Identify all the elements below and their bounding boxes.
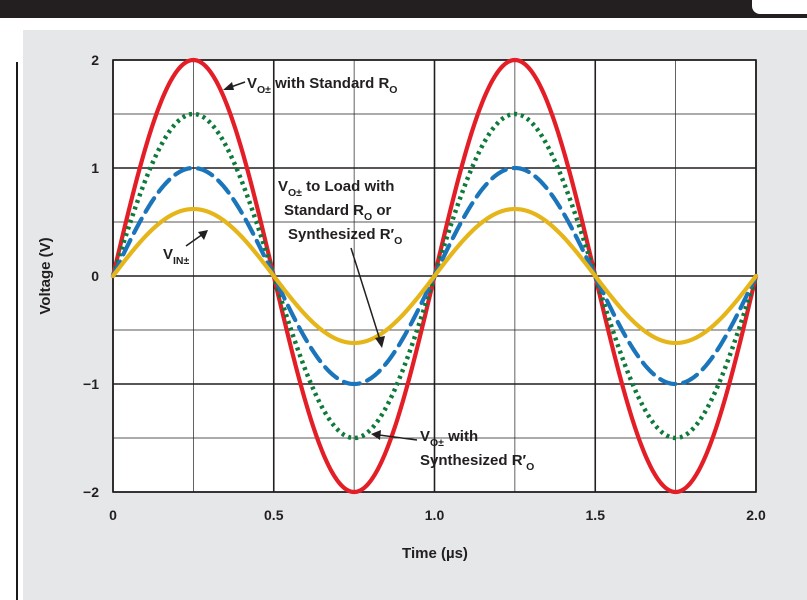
annotation-vo-load-3: Synthesized R′O — [288, 226, 402, 247]
y-tick-label: 0 — [91, 268, 99, 284]
series-line-3 — [110, 206, 759, 346]
top-banner-tab — [752, 0, 807, 14]
ann-vo-standard-main: V — [247, 75, 257, 92]
voltage-time-chart: 0 0.5 1.0 1.5 2.0 2 1 0 −1 −2 Time (µs) Voltage … — [37, 52, 766, 562]
arrow-vin — [185, 233, 204, 247]
arrow-vo-load — [350, 247, 381, 341]
x-tick-labels: 0 0.5 1.0 1.5 2.0 — [109, 507, 766, 523]
ann-vo-synth-2-rest: Synthesized R′ — [420, 452, 527, 469]
y-tick-label: 2 — [91, 52, 99, 68]
ann-vo-load-3-sub: O — [394, 235, 402, 247]
annotation-vo-synth-1: VO± with — [420, 428, 478, 449]
x-tick-label: 1.5 — [586, 507, 606, 523]
arrowhead-vo-load — [375, 336, 385, 348]
arrowhead-vo-synth — [371, 430, 381, 440]
ann-vo-load-1-rest: to Load with — [302, 178, 394, 195]
ann-vo-load-2-rest2: or — [372, 202, 391, 219]
y-tick-label: −2 — [83, 484, 99, 500]
ann-vo-load-3-rest: Synthesized R′ — [288, 226, 395, 243]
arrow-vo-synth — [378, 434, 418, 441]
arrowhead-vin — [198, 230, 208, 240]
ann-vo-load-2-rest: Standard R — [284, 202, 364, 219]
ann-vo-load-1-sub: O± — [288, 187, 302, 199]
ann-vin-sub: IN± — [173, 255, 190, 267]
annotation-vo-synth-2: Synthesized R′O — [420, 452, 534, 473]
ann-vo-standard-sub2: O — [389, 84, 397, 96]
series-line-1 — [110, 111, 759, 441]
annotations: VO± with Standard RO VO± to Load with St… — [163, 75, 534, 473]
ann-vo-synth-2-sub: O — [526, 461, 534, 473]
ann-vo-synth-1-rest: with — [444, 428, 478, 445]
page-margin-rule — [16, 62, 18, 600]
ann-vo-synth-1-main: V — [420, 428, 430, 445]
top-banner — [0, 0, 807, 18]
x-tick-label: 1.0 — [425, 507, 445, 523]
ann-vin-main: V — [163, 246, 173, 263]
y-tick-label: −1 — [83, 376, 99, 392]
annotation-vo-load-2: Standard RO or — [284, 202, 392, 223]
ann-vo-load-2-sub: O — [364, 211, 372, 223]
ann-vo-standard-sub: O± — [257, 84, 271, 96]
x-tick-label: 0 — [109, 507, 117, 523]
chart-panel: 0 0.5 1.0 1.5 2.0 2 1 0 −1 −2 Time (µs) Voltage … — [23, 30, 807, 600]
annotation-vo-load-1: VO± to Load with — [278, 178, 394, 199]
y-axis-title: Voltage (V) — [37, 237, 54, 314]
arrowhead-vo-standard — [223, 82, 234, 90]
ann-vo-synth-1-sub: O± — [430, 437, 444, 449]
ann-vo-load-1-main: V — [278, 178, 288, 195]
ann-vo-standard-rest: with Standard R — [271, 75, 390, 92]
x-tick-label: 2.0 — [746, 507, 766, 523]
annotation-vo-standard: VO± with Standard RO — [247, 75, 397, 96]
y-tick-labels: 2 1 0 −1 −2 — [83, 52, 99, 500]
x-tick-label: 0.5 — [264, 507, 284, 523]
series-lines — [110, 57, 759, 495]
x-axis-title: Time (µs) — [402, 545, 468, 562]
annotation-vin: VIN± — [163, 246, 190, 267]
y-tick-label: 1 — [91, 160, 99, 176]
